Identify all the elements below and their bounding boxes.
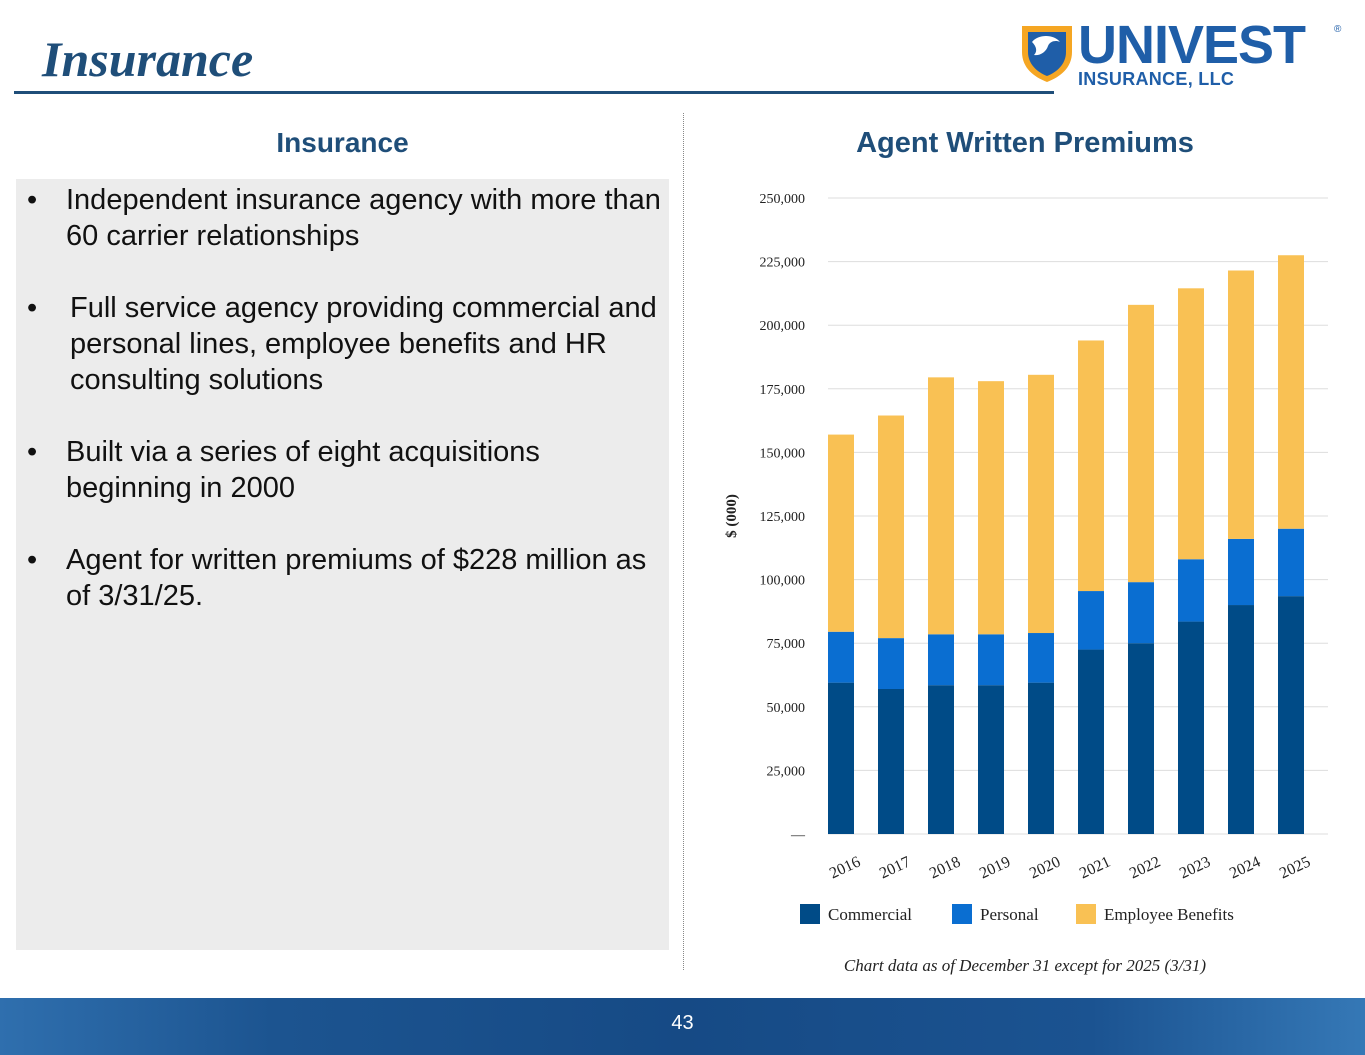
legend-label: Commercial	[828, 905, 912, 924]
legend-label: Employee Benefits	[1104, 905, 1234, 924]
bar-commercial	[878, 688, 904, 834]
bar-commercial	[1178, 621, 1204, 834]
dotted-divider	[683, 113, 684, 970]
y-tick-label: 100,000	[760, 574, 806, 589]
y-axis-label: $ (000)	[724, 494, 740, 538]
legend-label: Personal	[980, 905, 1039, 924]
bar-commercial	[828, 682, 854, 834]
bullet-dot: •	[27, 544, 38, 576]
bar-commercial	[1128, 643, 1154, 834]
bullet-text: Full service agency providing commercial…	[70, 292, 657, 396]
bar-personal	[1128, 582, 1154, 644]
page-number: 43	[671, 1012, 694, 1034]
legend-swatch	[952, 904, 972, 924]
y-tick-label: 225,000	[760, 256, 806, 271]
bullet-text: Agent for written premiums of $228 milli…	[66, 544, 647, 612]
bar-personal	[978, 634, 1004, 686]
x-tick-label: 2016	[827, 853, 863, 882]
x-tick-label: 2023	[1177, 853, 1213, 882]
x-tick-label: 2019	[977, 853, 1013, 882]
bar-employee-benefits	[828, 434, 854, 632]
univest-logo: UNIVEST ® INSURANCE, LLC	[1018, 15, 1348, 94]
y-tick-label: 200,000	[760, 319, 806, 334]
x-tick-label: 2018	[927, 853, 963, 882]
x-tick-label: 2025	[1277, 853, 1313, 882]
bar-employee-benefits	[1078, 340, 1104, 592]
left-heading: Insurance	[276, 127, 409, 158]
bar-employee-benefits	[978, 381, 1004, 635]
bar-commercial	[1028, 682, 1054, 834]
logo-subtitle: INSURANCE, LLC	[1078, 69, 1235, 89]
x-tick-label: 2024	[1227, 853, 1263, 882]
bar-personal	[1078, 591, 1104, 650]
bullet-dot: •	[27, 184, 38, 216]
bar-personal	[878, 638, 904, 689]
bullet-dot: •	[27, 436, 38, 468]
chart-footnote: Chart data as of December 31 except for …	[843, 956, 1207, 975]
x-tick-label: 2021	[1077, 853, 1113, 882]
page-title: Insurance	[42, 31, 254, 87]
bar-employee-benefits	[878, 415, 904, 639]
y-tick-label: 75,000	[767, 637, 806, 652]
bar-commercial	[928, 685, 954, 834]
bar-commercial	[978, 685, 1004, 834]
y-tick-label: 25,000	[767, 764, 806, 779]
eagle-shield-icon	[1022, 26, 1072, 82]
y-tick-label: 150,000	[760, 446, 806, 461]
bar-commercial	[1078, 649, 1104, 834]
y-tick-label: 50,000	[767, 701, 806, 716]
y-tick-label: 175,000	[760, 383, 806, 398]
bar-personal	[1228, 538, 1254, 606]
bar-personal	[928, 634, 954, 686]
bar-employee-benefits	[1178, 288, 1204, 560]
legend-swatch	[1076, 904, 1096, 924]
bar-employee-benefits	[928, 377, 954, 635]
legend-swatch	[800, 904, 820, 924]
y-tick-label: 125,000	[760, 510, 806, 525]
insurance-bullet-panel: • Independent insurance agency with more…	[16, 179, 669, 950]
bar-employee-benefits	[1028, 374, 1054, 634]
bar-employee-benefits	[1278, 255, 1304, 529]
bar-personal	[1028, 633, 1054, 683]
y-tick-label: —	[790, 828, 806, 843]
footer-band	[0, 998, 1365, 1055]
bar-commercial	[1228, 605, 1254, 834]
x-tick-label: 2022	[1127, 853, 1163, 882]
agent-written-premiums-chart: — 25,000 50,000 75,000 100,000 125,000 150,000…	[724, 192, 1328, 924]
logo-registered-mark: ®	[1334, 24, 1342, 35]
chart-title: Agent Written Premiums	[856, 127, 1194, 159]
x-tick-label: 2020	[1027, 853, 1063, 882]
bullet-text: Independent insurance agency with more t…	[66, 184, 661, 252]
bar-personal	[1178, 559, 1204, 622]
bar-employee-benefits	[1128, 304, 1154, 583]
bar-commercial	[1278, 596, 1304, 834]
bullet-dot: •	[27, 292, 38, 324]
bar-personal	[828, 631, 854, 683]
bullet-text: Built via a series of eight acquisitions…	[66, 436, 540, 504]
bar-employee-benefits	[1228, 270, 1254, 539]
logo-wordmark: UNIVEST	[1078, 15, 1306, 75]
bar-personal	[1278, 528, 1304, 597]
y-tick-label: 250,000	[760, 192, 806, 207]
x-tick-label: 2017	[877, 853, 913, 882]
title-rule	[14, 91, 1054, 94]
